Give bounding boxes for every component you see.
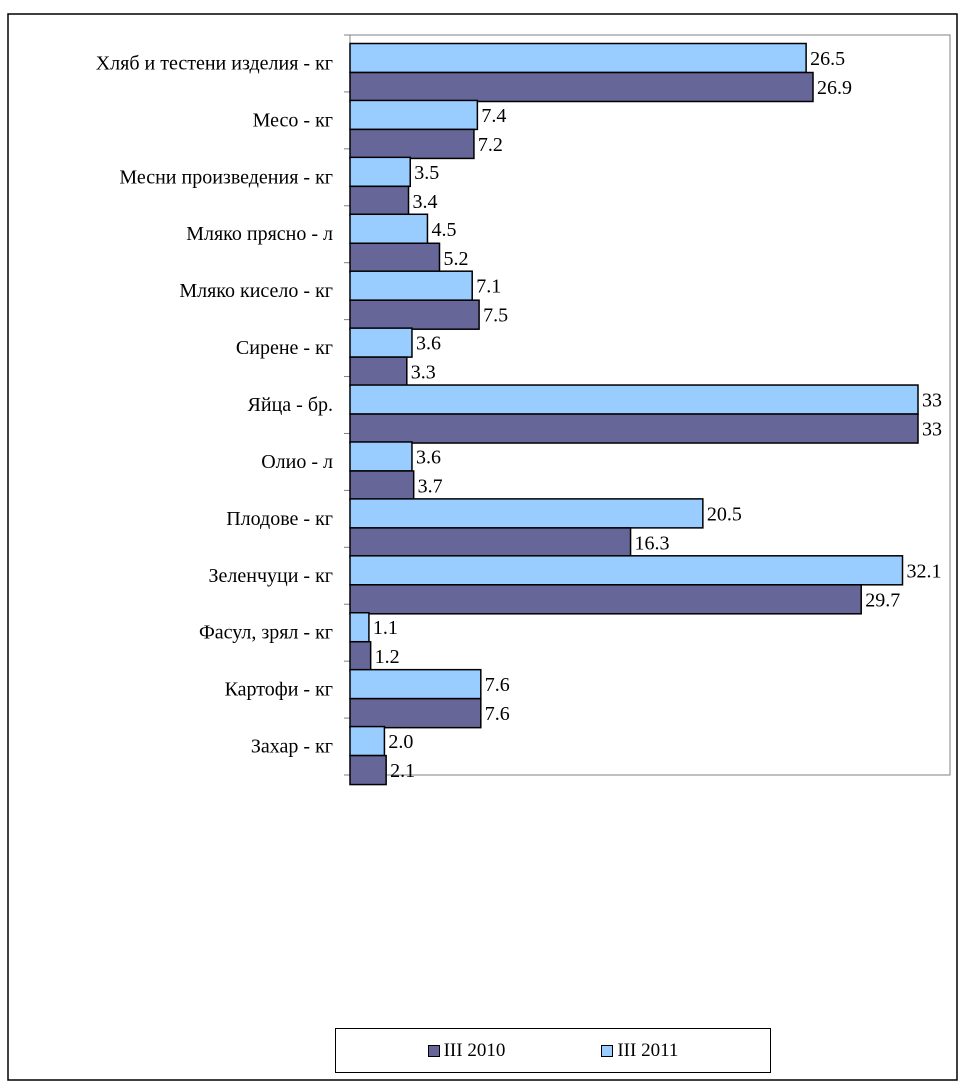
bar bbox=[349, 441, 413, 472]
data-label: 7.1 bbox=[476, 276, 501, 298]
data-label: 26.9 bbox=[817, 77, 852, 99]
data-label: 5.2 bbox=[444, 248, 469, 270]
bar bbox=[349, 242, 441, 274]
data-label: 7.5 bbox=[483, 305, 508, 327]
data-label: 3.6 bbox=[416, 333, 441, 355]
bars bbox=[349, 42, 919, 786]
data-label: 2.1 bbox=[390, 760, 415, 782]
chart-border bbox=[7, 13, 958, 1081]
bar bbox=[349, 128, 475, 160]
data-label: 20.5 bbox=[707, 503, 742, 525]
bar bbox=[349, 697, 482, 729]
legend-swatch-2010 bbox=[427, 1044, 440, 1057]
data-label: 29.7 bbox=[865, 589, 900, 611]
data-labels: 26.5 26.9 7.4 7.2 3.5 3.4 4.5 5.2 7.1 7.5 3.6 3.3 33… bbox=[373, 48, 942, 782]
data-label: 16.3 bbox=[635, 532, 670, 554]
bar bbox=[349, 498, 704, 529]
bar bbox=[349, 413, 919, 444]
legend-label-2011: III 2011 bbox=[617, 1039, 679, 1061]
category-label: Картофи - кг bbox=[225, 679, 333, 701]
bar bbox=[349, 470, 415, 501]
data-label: 3.5 bbox=[414, 162, 439, 184]
category-label: Месни произведения - кг bbox=[119, 166, 333, 188]
data-label: 7.2 bbox=[478, 134, 503, 156]
bar bbox=[349, 611, 370, 643]
data-label: 3.3 bbox=[411, 362, 436, 384]
data-label: 33 bbox=[922, 390, 942, 412]
bar bbox=[349, 327, 413, 358]
data-label: 7.4 bbox=[481, 105, 506, 127]
category-label: Захар - кг bbox=[251, 736, 333, 758]
bar bbox=[349, 668, 482, 700]
bar bbox=[349, 555, 904, 586]
data-label: 7.6 bbox=[485, 674, 510, 696]
data-label: 3.7 bbox=[418, 475, 443, 497]
category-label: Мляко кисело - кг bbox=[179, 280, 333, 302]
legend-item-series-2011: III 2011 bbox=[601, 1040, 678, 1062]
data-label: 32.1 bbox=[907, 560, 942, 582]
bar bbox=[349, 640, 372, 672]
bar bbox=[349, 725, 386, 757]
bar bbox=[349, 384, 919, 415]
bar bbox=[349, 527, 632, 558]
data-label: 3.6 bbox=[416, 446, 441, 468]
category-label: Сирене - кг bbox=[236, 337, 333, 359]
y-axis-ticks bbox=[344, 34, 350, 776]
category-label: Олио - л bbox=[261, 451, 333, 473]
bar bbox=[349, 42, 807, 74]
bar bbox=[349, 270, 473, 301]
bar bbox=[349, 99, 479, 131]
category-label: Плодове - кг bbox=[226, 508, 333, 530]
legend-swatch-2011 bbox=[601, 1044, 614, 1057]
bar bbox=[349, 156, 411, 188]
bar bbox=[349, 754, 387, 786]
legend: III 2010 III 2011 bbox=[335, 1028, 771, 1073]
data-label: 2.0 bbox=[388, 731, 413, 753]
category-label: Зеленчуци - кг bbox=[208, 565, 333, 587]
data-label: 26.5 bbox=[810, 48, 845, 70]
category-label: Месо - кг bbox=[253, 109, 333, 131]
bar bbox=[349, 584, 862, 615]
legend-label-2010: III 2010 bbox=[443, 1039, 506, 1061]
bar bbox=[349, 71, 814, 103]
data-label: 1.1 bbox=[373, 617, 398, 639]
bar bbox=[349, 299, 480, 330]
legend-item-series-2010: III 2010 bbox=[427, 1039, 506, 1062]
category-label: Фасул, зрял - кг bbox=[199, 622, 333, 644]
data-label: 3.4 bbox=[413, 191, 438, 213]
bar bbox=[349, 185, 410, 217]
data-label: 1.2 bbox=[375, 646, 400, 668]
category-label: Хляб и тестени изделия - кг bbox=[96, 52, 333, 74]
bar bbox=[349, 213, 429, 245]
data-label: 33 bbox=[922, 419, 942, 441]
category-label: Яйца - бр. bbox=[248, 394, 333, 416]
category-labels: Хляб и тестени изделия - кг Месо - кг Месн… bbox=[96, 52, 333, 757]
bar bbox=[349, 356, 408, 387]
data-label: 7.6 bbox=[485, 703, 510, 725]
data-label: 4.5 bbox=[431, 219, 456, 241]
category-label: Мляко прясно - л bbox=[186, 223, 333, 245]
